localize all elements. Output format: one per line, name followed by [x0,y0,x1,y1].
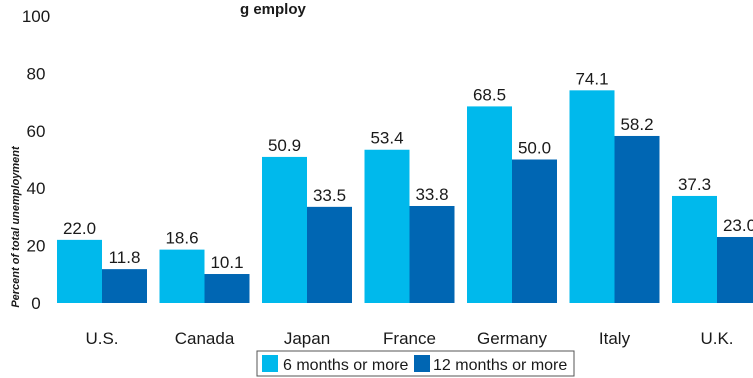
y-axis-ticks: 0 20 40 60 80 100 [22,7,50,313]
bar [512,159,557,303]
category-label: France [383,329,436,348]
y-tick-label: 20 [27,237,46,256]
data-label: 10.1 [210,253,243,272]
bar [204,274,250,303]
bar [717,236,753,303]
category-label: Italy [599,329,631,348]
bar [307,206,352,303]
data-label: 33.8 [415,185,448,204]
legend: 6 months or more 12 months or more [256,350,575,377]
y-tick-label: 0 [31,294,40,313]
bar [672,195,717,303]
y-tick-label: 60 [27,122,46,141]
bar [409,205,455,303]
data-label: 58.2 [620,115,653,134]
y-tick-label: 40 [27,179,46,198]
category-label: U.S. [85,329,118,348]
category-label: Germany [477,329,547,348]
legend-label: 6 months or more [283,357,408,374]
bar [57,239,102,303]
category-label: Canada [175,329,235,348]
data-label: 11.8 [109,248,141,267]
legend-swatch [414,355,430,372]
y-tick-label: 80 [27,64,46,83]
data-label: 22.0 [63,219,96,238]
bar [262,156,307,303]
data-label: 37.3 [678,175,711,194]
data-label: 18.6 [165,229,198,248]
category-labels: U.S. Canada Japan France Germany Italy U.K. [85,329,733,348]
bar [102,269,147,303]
bar [364,149,410,303]
data-label: 50.0 [518,139,551,158]
y-tick-label: 100 [22,7,50,26]
bar [159,249,205,303]
chart-title: g employ [240,1,307,18]
category-label: Japan [284,329,330,348]
bar [467,106,512,303]
data-label: 33.5 [313,186,346,205]
bar [569,90,615,303]
y-axis-label: Percent of total unemployment [10,145,22,308]
legend-swatch [262,355,278,372]
data-label: 23.0 [723,216,753,235]
data-label: 53.4 [370,129,403,148]
bars-group: 22.0 11.8 18.6 10.1 50.9 33.5 53.4 33.8 68.5 50.0… [57,69,753,303]
category-label: U.K. [700,329,733,348]
legend-label: 12 months or more [433,357,567,374]
data-label: 74.1 [575,69,608,88]
bar [614,135,660,303]
data-label: 50.9 [268,136,301,155]
data-label: 68.5 [473,85,506,104]
